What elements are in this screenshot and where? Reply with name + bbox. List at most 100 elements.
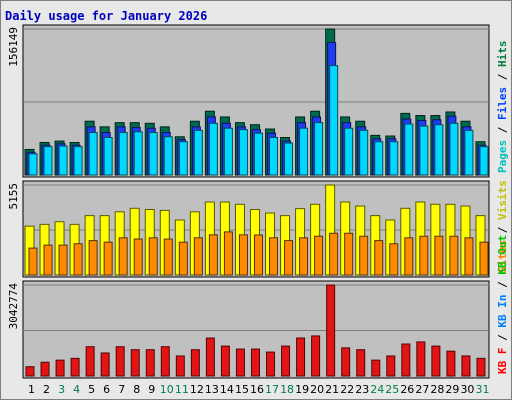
bar-pages [359,129,369,176]
bar-sites [299,237,309,276]
bar-kb-f [205,337,215,377]
x-tick-label: 2 [43,383,50,396]
bar-sites [178,241,188,276]
bar-pages [329,65,339,176]
bar-kb-f [431,345,441,377]
bar-sites [163,238,173,276]
bar-pages [299,127,309,176]
bar-kb-f [401,343,411,377]
bar-sites [133,238,143,276]
bar-sites [148,237,158,276]
bar-sites [284,240,294,276]
bar-kb-f [115,346,125,377]
y-max-label: 5155 [7,183,20,210]
x-tick-label: 18 [280,383,294,396]
y-max-label: 156149 [7,27,20,67]
x-tick-label: 28 [430,383,444,396]
bar-kb-f [266,351,276,377]
bar-sites [58,244,68,276]
bar-kb-f [356,349,366,377]
bar-pages [223,127,233,176]
bar-sites [314,235,324,276]
x-tick-label: 14 [220,383,234,396]
x-tick-label: 7 [118,383,125,396]
legend-entry: KB In [496,295,509,328]
x-tick-label: 9 [148,383,155,396]
bar-sites [389,243,399,276]
bar-kb-f [446,350,456,377]
bar-pages [103,137,113,176]
bar-pages [449,122,459,176]
bar-pages [43,146,53,176]
bar-pages [178,141,188,176]
bar-sites [253,234,263,276]
legend-entry: / [496,275,509,295]
bar-pages [193,129,203,176]
x-tick-label: 15 [235,383,249,396]
bar-kb-f [296,337,306,377]
bar-pages [163,136,173,176]
bar-kb-f [220,345,230,377]
bar-pages [269,137,279,176]
x-tick-label: 26 [400,383,414,396]
bar-pages [28,153,38,176]
bar-kb-f [40,361,50,377]
bar-pages [133,131,143,176]
bar-kb-f [190,349,200,377]
bar-kb-f [145,349,155,377]
bar-sites [434,235,444,276]
x-tick-label: 20 [310,383,324,396]
x-tick-label: 11 [175,383,189,396]
bar-pages [118,132,128,176]
bar-sites [238,234,248,276]
bar-kb-f [250,348,260,377]
bar-sites [88,240,98,276]
chart-title: Daily usage for January 2026 [5,9,207,23]
x-tick-label: 6 [103,383,110,396]
panel-kbytes: 3042774 KB F / KB In / KB Out [7,235,509,379]
legend-entry: Sites [496,240,509,273]
bar-sites [404,237,414,276]
x-tick-label: 31 [475,383,489,396]
y-max-label: 3042774 [7,283,20,330]
bar-sites [28,247,38,276]
bar-sites [419,235,429,276]
bar-kb-f [175,355,185,377]
legend: Sites / Visits [496,180,509,273]
x-tick-label: 19 [295,383,309,396]
bar-kb-f [25,366,35,377]
bar-kb-f [461,355,471,377]
bar-sites [193,237,203,276]
legend: KB F / KB In / KB Out [496,235,509,374]
x-tick-label: 1 [28,383,35,396]
x-tick-label: 23 [355,383,369,396]
bar-sites [223,231,233,276]
legend-entry: Files [496,87,509,120]
legend-entry: / [496,120,509,140]
bar-sites [479,241,489,276]
bar-pages [374,141,384,176]
bar-pages [58,145,68,176]
bar-kb-f [341,347,351,377]
bar-sites [43,244,53,276]
panel-visits-sites: 5155 Sites / Visits [7,180,509,278]
bar-kb-f [85,346,95,377]
bar-pages [238,129,248,176]
bar-pages [419,125,429,176]
bar-sites [208,234,218,276]
x-tick-label: 12 [190,383,204,396]
bar-sites [329,232,339,276]
bar-kb-f [70,357,80,377]
bar-kb-f [326,284,336,377]
bar-kb-f [130,349,140,377]
bar-pages [434,124,444,176]
bar-kb-f [371,359,381,377]
bar-sites [118,237,128,276]
legend-entry: KB F [496,348,509,375]
x-tick-label: 4 [73,383,80,396]
x-tick-label: 27 [415,383,429,396]
bar-sites [359,235,369,276]
x-tick-label: 29 [445,383,459,396]
x-axis-ticks: 1 2 3 4 5 6 7 8 9 10 11 12 13 14 15 16 17 18 19 20 21 22 23 24 2… [28,383,489,396]
x-tick-label: 13 [205,383,219,396]
